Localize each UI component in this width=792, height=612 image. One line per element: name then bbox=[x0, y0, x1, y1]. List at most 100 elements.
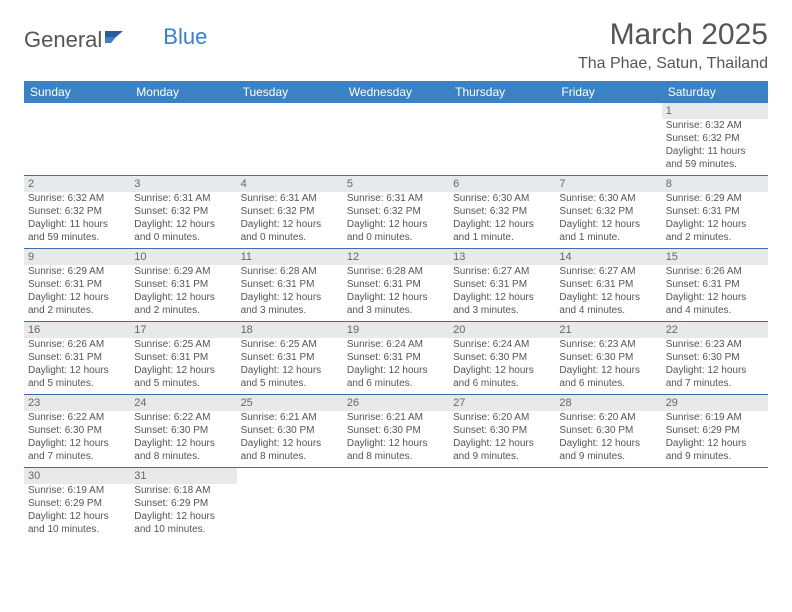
day-body: Sunrise: 6:25 AMSunset: 6:31 PMDaylight:… bbox=[130, 338, 236, 393]
day-body: Sunrise: 6:19 AMSunset: 6:29 PMDaylight:… bbox=[662, 411, 768, 466]
day-cell: 22Sunrise: 6:23 AMSunset: 6:30 PMDayligh… bbox=[662, 322, 768, 394]
day-body: Sunrise: 6:27 AMSunset: 6:31 PMDaylight:… bbox=[555, 265, 661, 320]
daylight-text: Daylight: 12 hours and 9 minutes. bbox=[559, 438, 657, 464]
day-cell: 9Sunrise: 6:29 AMSunset: 6:31 PMDaylight… bbox=[24, 249, 130, 321]
day-number: 23 bbox=[24, 395, 130, 411]
week-row: 1Sunrise: 6:32 AMSunset: 6:32 PMDaylight… bbox=[24, 103, 768, 176]
week-row: 2Sunrise: 6:32 AMSunset: 6:32 PMDaylight… bbox=[24, 176, 768, 249]
sunset-text: Sunset: 6:29 PM bbox=[134, 498, 232, 511]
sunrise-text: Sunrise: 6:19 AM bbox=[28, 485, 126, 498]
sunset-text: Sunset: 6:32 PM bbox=[453, 206, 551, 219]
day-header-saturday: Saturday bbox=[662, 81, 768, 103]
sunrise-text: Sunrise: 6:19 AM bbox=[666, 412, 764, 425]
sunrise-text: Sunrise: 6:25 AM bbox=[241, 339, 339, 352]
sunset-text: Sunset: 6:30 PM bbox=[347, 425, 445, 438]
day-number: 1 bbox=[662, 103, 768, 119]
day-cell: 18Sunrise: 6:25 AMSunset: 6:31 PMDayligh… bbox=[237, 322, 343, 394]
day-body: Sunrise: 6:24 AMSunset: 6:31 PMDaylight:… bbox=[343, 338, 449, 393]
sunset-text: Sunset: 6:29 PM bbox=[28, 498, 126, 511]
header-row: General Blue March 2025 Tha Phae, Satun,… bbox=[24, 18, 768, 73]
sunset-text: Sunset: 6:31 PM bbox=[134, 352, 232, 365]
day-cell: 4Sunrise: 6:31 AMSunset: 6:32 PMDaylight… bbox=[237, 176, 343, 248]
sunrise-text: Sunrise: 6:28 AM bbox=[241, 266, 339, 279]
day-cell: 24Sunrise: 6:22 AMSunset: 6:30 PMDayligh… bbox=[130, 395, 236, 467]
day-cell: 10Sunrise: 6:29 AMSunset: 6:31 PMDayligh… bbox=[130, 249, 236, 321]
day-cell: 5Sunrise: 6:31 AMSunset: 6:32 PMDaylight… bbox=[343, 176, 449, 248]
day-cell: 20Sunrise: 6:24 AMSunset: 6:30 PMDayligh… bbox=[449, 322, 555, 394]
sunrise-text: Sunrise: 6:29 AM bbox=[28, 266, 126, 279]
day-cell: 17Sunrise: 6:25 AMSunset: 6:31 PMDayligh… bbox=[130, 322, 236, 394]
day-cell: 29Sunrise: 6:19 AMSunset: 6:29 PMDayligh… bbox=[662, 395, 768, 467]
sunrise-text: Sunrise: 6:23 AM bbox=[666, 339, 764, 352]
day-number: 3 bbox=[130, 176, 236, 192]
day-number bbox=[449, 468, 555, 470]
day-number: 31 bbox=[130, 468, 236, 484]
day-number: 20 bbox=[449, 322, 555, 338]
day-body: Sunrise: 6:20 AMSunset: 6:30 PMDaylight:… bbox=[555, 411, 661, 466]
daylight-text: Daylight: 12 hours and 5 minutes. bbox=[241, 365, 339, 391]
sunrise-text: Sunrise: 6:24 AM bbox=[453, 339, 551, 352]
day-number bbox=[555, 103, 661, 105]
day-number: 4 bbox=[237, 176, 343, 192]
day-number: 16 bbox=[24, 322, 130, 338]
sunset-text: Sunset: 6:31 PM bbox=[453, 279, 551, 292]
day-header-friday: Friday bbox=[555, 81, 661, 103]
sunset-text: Sunset: 6:32 PM bbox=[28, 206, 126, 219]
day-body: Sunrise: 6:22 AMSunset: 6:30 PMDaylight:… bbox=[130, 411, 236, 466]
weeks-container: 1Sunrise: 6:32 AMSunset: 6:32 PMDaylight… bbox=[24, 103, 768, 540]
week-row: 16Sunrise: 6:26 AM Sunset: 6:31 PM Dayligh… bbox=[24, 322, 768, 395]
day-cell: 13Sunrise: 6:27 AMSunset: 6:31 PMDayligh… bbox=[449, 249, 555, 321]
day-cell: 1Sunrise: 6:32 AMSunset: 6:32 PMDaylight… bbox=[662, 103, 768, 175]
day-cell bbox=[449, 468, 555, 540]
daylight-text: Daylight: 12 hours and 10 minutes. bbox=[28, 511, 126, 537]
day-number: 24 bbox=[130, 395, 236, 411]
sunrise-text: Sunrise: 6:22 AM bbox=[28, 412, 126, 425]
day-body: Sunrise: 6:25 AMSunset: 6:31 PMDaylight:… bbox=[237, 338, 343, 393]
day-cell: 3Sunrise: 6:31 AMSunset: 6:32 PMDaylight… bbox=[130, 176, 236, 248]
sunrise-text: Sunrise: 6:32 AM bbox=[28, 193, 126, 206]
day-cell bbox=[555, 468, 661, 540]
day-body: Sunrise: 6:18 AMSunset: 6:29 PMDaylight:… bbox=[130, 484, 236, 539]
day-number: 14 bbox=[555, 249, 661, 265]
sunrise-text: Sunrise: 6:29 AM bbox=[666, 193, 764, 206]
day-body: Sunrise: 6:28 AMSunset: 6:31 PMDaylight:… bbox=[237, 265, 343, 320]
daylight-text: Daylight: 12 hours and 5 minutes. bbox=[28, 365, 126, 391]
daylight-text: Daylight: 12 hours and 2 minutes. bbox=[666, 219, 764, 245]
day-cell: 25Sunrise: 6:21 AMSunset: 6:30 PMDayligh… bbox=[237, 395, 343, 467]
daylight-text: Daylight: 11 hours and 59 minutes. bbox=[666, 146, 764, 172]
sunrise-text: Sunrise: 6:23 AM bbox=[559, 339, 657, 352]
logo-flag-icon bbox=[105, 24, 127, 50]
sunrise-text: Sunrise: 6:32 AM bbox=[666, 120, 764, 133]
sunset-text: Sunset: 6:30 PM bbox=[666, 352, 764, 365]
day-number: 2 bbox=[24, 176, 130, 192]
day-cell bbox=[130, 103, 236, 175]
sunrise-text: Sunrise: 6:30 AM bbox=[559, 193, 657, 206]
daylight-text: Daylight: 12 hours and 2 minutes. bbox=[28, 292, 126, 318]
sunset-text: Sunset: 6:31 PM bbox=[241, 279, 339, 292]
day-body: Sunrise: 6:31 AMSunset: 6:32 PMDaylight:… bbox=[237, 192, 343, 247]
sunset-text: Sunset: 6:31 PM bbox=[666, 279, 764, 292]
day-header-wednesday: Wednesday bbox=[343, 81, 449, 103]
sunrise-text: Sunrise: 6:26 AM bbox=[28, 339, 126, 352]
day-number: 10 bbox=[130, 249, 236, 265]
day-header-thursday: Thursday bbox=[449, 81, 555, 103]
daylight-text: Daylight: 12 hours and 8 minutes. bbox=[347, 438, 445, 464]
day-cell bbox=[343, 103, 449, 175]
title-block: March 2025 Tha Phae, Satun, Thailand bbox=[578, 18, 768, 73]
sunset-text: Sunset: 6:30 PM bbox=[559, 352, 657, 365]
day-number: 8 bbox=[662, 176, 768, 192]
logo-text-general: General bbox=[24, 27, 102, 53]
day-number: 25 bbox=[237, 395, 343, 411]
day-cell bbox=[24, 103, 130, 175]
day-body: Sunrise: 6:31 AMSunset: 6:32 PMDaylight:… bbox=[343, 192, 449, 247]
sunset-text: Sunset: 6:30 PM bbox=[134, 425, 232, 438]
sunrise-text: Sunrise: 6:24 AM bbox=[347, 339, 445, 352]
day-cell bbox=[662, 468, 768, 540]
day-body: Sunrise: 6:30 AMSunset: 6:32 PMDaylight:… bbox=[555, 192, 661, 247]
day-cell: 19Sunrise: 6:24 AMSunset: 6:31 PMDayligh… bbox=[343, 322, 449, 394]
daylight-text: Daylight: 12 hours and 9 minutes. bbox=[666, 438, 764, 464]
sunrise-text: Sunrise: 6:29 AM bbox=[134, 266, 232, 279]
sunset-text: Sunset: 6:30 PM bbox=[241, 425, 339, 438]
day-body: Sunrise: 6:31 AMSunset: 6:32 PMDaylight:… bbox=[130, 192, 236, 247]
daylight-text: Daylight: 12 hours and 8 minutes. bbox=[134, 438, 232, 464]
